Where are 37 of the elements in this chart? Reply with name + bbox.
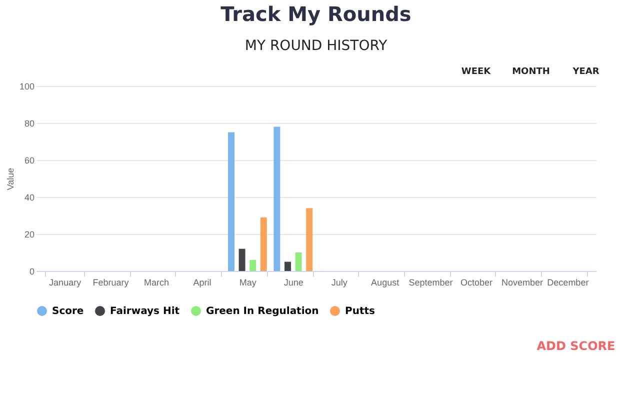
- chart-subtitle: MY ROUND HISTORY: [244, 38, 388, 54]
- chart-title: Track My Rounds: [220, 2, 412, 26]
- bar: [274, 126, 280, 271]
- bar: [228, 132, 234, 271]
- y-tick-label: 60: [24, 156, 34, 166]
- y-tick-label: 80: [24, 118, 34, 128]
- x-tick-label: May: [239, 278, 257, 288]
- bar: [238, 248, 246, 271]
- bar: [306, 208, 313, 271]
- text: MONTH: [512, 67, 550, 77]
- text: YEAR: [572, 67, 600, 77]
- text: WEEK: [461, 67, 492, 77]
- legend-label: Green In Regulation: [206, 306, 319, 317]
- x-tick-label: April: [193, 278, 212, 288]
- y-tick-label: 100: [19, 82, 34, 92]
- legend-label: Putts: [345, 306, 376, 317]
- y-tick-label: 0: [29, 266, 34, 276]
- x-tick-label: December: [547, 278, 589, 288]
- y-tick-label: 20: [24, 230, 34, 240]
- y-axis-title: Value: [5, 168, 16, 190]
- bar: [260, 217, 267, 271]
- bar: [250, 260, 256, 271]
- legend-label: Fairways Hit: [110, 306, 180, 317]
- x-tick-label: July: [331, 278, 348, 288]
- x-tick-label: August: [371, 278, 400, 288]
- text: ADD SCORE: [536, 339, 616, 353]
- x-tick-label: September: [408, 278, 453, 288]
- x-tick-label: March: [144, 278, 170, 288]
- legend-label: Score: [52, 306, 84, 317]
- x-tick-label: November: [501, 278, 543, 288]
- x-tick-label: January: [49, 278, 82, 288]
- x-tick-label: October: [460, 278, 493, 288]
- y-tick-label: 40: [24, 192, 34, 202]
- bar: [295, 252, 302, 271]
- bar: [284, 262, 291, 271]
- x-tick-label: June: [284, 278, 304, 288]
- x-tick-label: February: [92, 278, 130, 288]
